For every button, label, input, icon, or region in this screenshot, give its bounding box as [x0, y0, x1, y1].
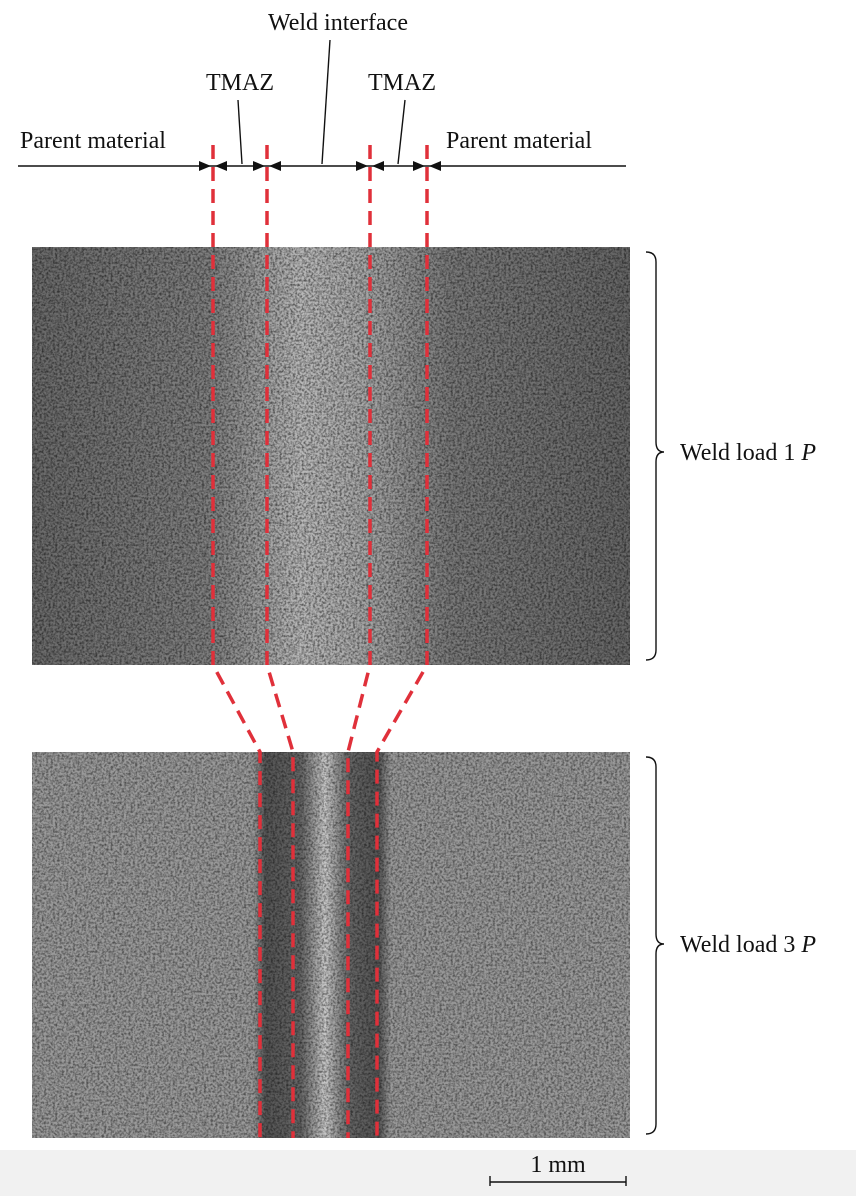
panel-label: Weld load 3 P [680, 932, 816, 958]
label: Parent material [446, 128, 592, 154]
scale-label: 1 mm [530, 1152, 586, 1178]
label: Parent material [20, 128, 166, 154]
footer-strip [0, 1150, 856, 1196]
label-text: Weld load 1 [680, 440, 795, 466]
symbol: P [800, 932, 816, 958]
panel-label: Weld load 1 P [680, 440, 816, 466]
label-text: Weld load 3 [680, 932, 795, 958]
label: TMAZ [368, 70, 436, 96]
micrograph-texture [32, 247, 630, 665]
figure: Weld interface TMAZ TMAZ Parent material… [0, 0, 856, 1196]
label: TMAZ [206, 70, 274, 96]
micrograph-texture [32, 752, 630, 1138]
brace [646, 757, 664, 1134]
symbol: P [800, 440, 816, 466]
label: Weld interface [268, 10, 408, 36]
brace [646, 252, 664, 660]
